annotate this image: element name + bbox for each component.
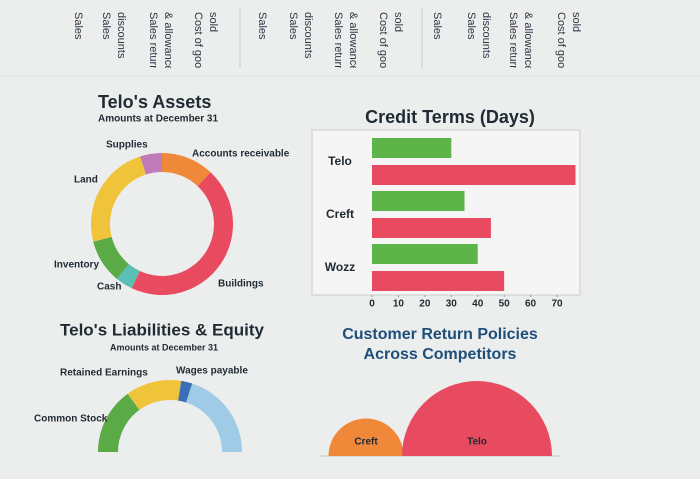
- y-tick-label: Telo: [328, 154, 352, 168]
- slice-label: Land: [74, 175, 98, 186]
- slice: [178, 380, 193, 403]
- x-tick-label: 20: [419, 299, 431, 310]
- bubble-label: Telo: [467, 437, 487, 448]
- bar: [372, 244, 478, 264]
- header-strip: Sales Sales discounts Sales returns & allowa…: [72, 8, 582, 80]
- column-header: sold: [570, 12, 582, 32]
- bar: [372, 271, 505, 291]
- x-tick-label: 10: [393, 299, 405, 310]
- column-header: Cost of goods: [192, 12, 204, 80]
- column-header: sold: [207, 12, 219, 32]
- chart-title: Customer Return Policies: [342, 326, 538, 343]
- x-tick-label: 30: [446, 299, 458, 310]
- slice-label: Retained Earnings: [60, 368, 148, 379]
- slice: [186, 383, 242, 452]
- slice: [127, 380, 182, 410]
- y-tick-label: Creft: [326, 207, 354, 221]
- chart-subtitle: Amounts at December 31: [98, 114, 218, 125]
- bar: [372, 165, 576, 185]
- bubble: [328, 418, 404, 456]
- column-header: & allowances: [522, 12, 534, 77]
- slice: [91, 156, 146, 242]
- column-header: Sales returns: [507, 12, 519, 77]
- column-header: sold: [392, 12, 404, 32]
- x-tick-label: 50: [499, 299, 511, 310]
- bar: [372, 138, 452, 158]
- slice-label: Buildings: [218, 279, 264, 290]
- column-header: & allowances: [162, 12, 174, 77]
- slice: [162, 153, 211, 187]
- slice-label: Cash: [97, 282, 121, 293]
- column-header: Sales: [256, 12, 268, 40]
- column-header: discounts: [480, 12, 492, 59]
- bar: [372, 218, 491, 238]
- slice-label: Supplies: [106, 140, 148, 151]
- slice-label: Common Stock: [34, 414, 108, 425]
- slice: [93, 236, 129, 279]
- column-header: Sales: [72, 12, 84, 40]
- x-tick-label: 40: [472, 299, 484, 310]
- column-header: & allowances: [347, 12, 359, 77]
- slice: [131, 172, 233, 295]
- column-header: Sales returns: [147, 12, 159, 77]
- slice: [98, 393, 140, 452]
- bar: [372, 191, 465, 211]
- x-tick-label: 70: [551, 299, 563, 310]
- column-header: Sales returns: [332, 12, 344, 77]
- chart-title: Credit Terms (Days): [365, 107, 535, 127]
- column-header: Cost of goods: [377, 12, 389, 80]
- slice-label: Accounts receivable: [192, 149, 290, 160]
- slice: [140, 153, 162, 175]
- column-header: discounts: [115, 12, 127, 59]
- slice: [116, 264, 140, 289]
- column-header: Sales: [465, 12, 477, 40]
- chart-subtitle: Amounts at December 31: [110, 342, 218, 352]
- slice-label: Inventory: [54, 260, 99, 271]
- column-header: Cost of goods: [555, 12, 567, 80]
- column-header: Sales: [287, 12, 299, 40]
- bubble: [402, 381, 552, 456]
- x-tick-label: 60: [525, 299, 537, 310]
- bubble-label: Creft: [354, 437, 378, 448]
- y-tick-label: Wozz: [325, 260, 355, 274]
- column-header: discounts: [302, 12, 314, 59]
- column-header: Sales: [100, 12, 112, 40]
- column-header: Sales: [431, 12, 443, 40]
- chart-title: Across Competitors: [364, 346, 517, 363]
- x-tick-label: 0: [369, 299, 375, 310]
- chart-title: Telo's Assets: [98, 92, 211, 112]
- chart-title: Telo's Liabilities & Equity: [60, 320, 265, 339]
- slice-label: Wages payable: [176, 366, 248, 377]
